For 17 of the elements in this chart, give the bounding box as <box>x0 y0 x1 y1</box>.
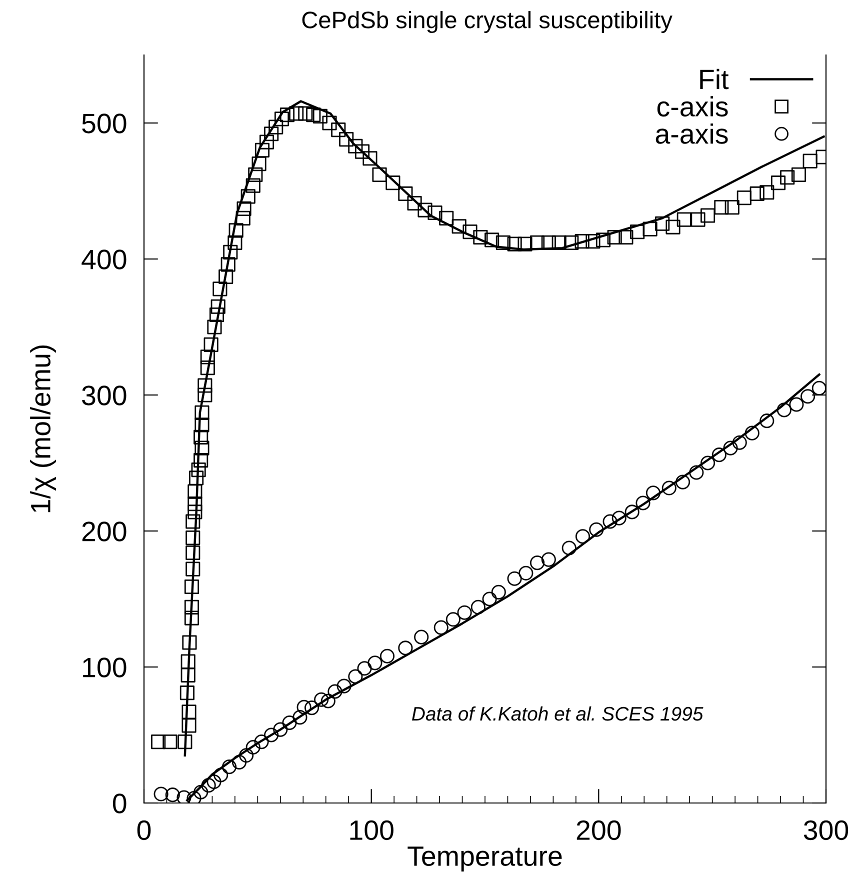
chart-title: CePdSb single crystal susceptibility <box>302 11 672 34</box>
y-tick-label: 500 <box>82 114 126 134</box>
y-tick-label: 100 <box>83 658 126 678</box>
x-tick-label: 300 <box>804 820 848 840</box>
legend-label: a-axis <box>656 123 728 144</box>
y-axis-title: 1/χ (mol/emu) <box>30 345 56 512</box>
x-axis-title: Temperature <box>408 846 562 872</box>
y-tick-label: 400 <box>82 250 126 270</box>
legend-label: c-axis <box>657 96 728 117</box>
y-tick-label: 200 <box>82 522 126 542</box>
x-tick-label: 200 <box>576 820 621 840</box>
annotation: Data of K.Katoh et al. SCES 1995 <box>412 706 704 721</box>
x-tick-label: 0 <box>137 820 151 840</box>
y-tick-label: 0 <box>112 794 126 814</box>
legend-label: Fit <box>700 68 729 90</box>
x-tick-label: 100 <box>350 820 394 840</box>
y-tick-label: 300 <box>82 386 126 406</box>
